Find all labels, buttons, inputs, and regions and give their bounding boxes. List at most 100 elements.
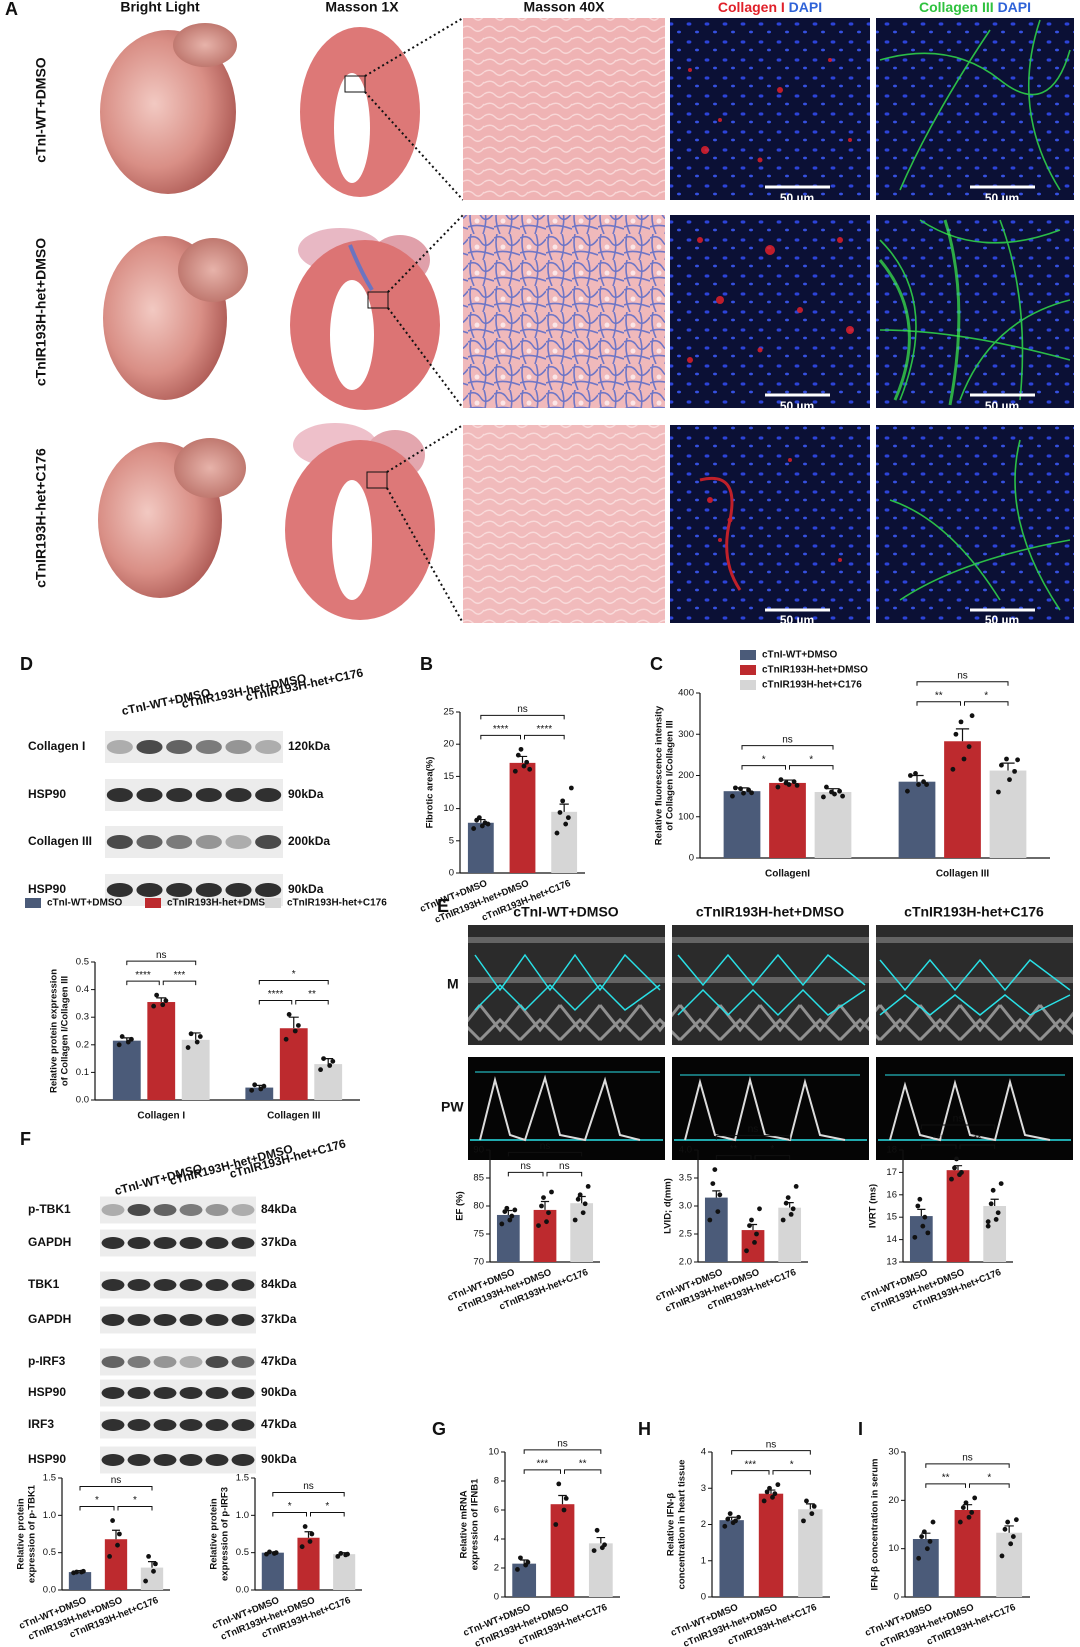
data-point bbox=[958, 719, 964, 725]
significance-bracket bbox=[295, 999, 329, 1005]
significance-bracket bbox=[731, 1470, 770, 1475]
y-tick-label: 70 bbox=[473, 1257, 484, 1268]
y-tick-label: 1.5 bbox=[43, 1473, 56, 1484]
significance-label: **** bbox=[135, 970, 151, 981]
data-point bbox=[959, 1170, 964, 1175]
y-tick-label: 2 bbox=[701, 1519, 706, 1530]
data-point bbox=[809, 1511, 815, 1517]
bar bbox=[496, 1214, 520, 1262]
y-axis-label: Relative fluorescence intensity bbox=[654, 705, 665, 845]
blot-band bbox=[153, 1314, 177, 1326]
y-axis-label: IFN-β concentration in serum bbox=[870, 1459, 881, 1591]
blot-band bbox=[136, 739, 163, 755]
column-header: cTnIR193H-het+DMSO bbox=[696, 904, 844, 920]
significance-label: * bbox=[133, 1495, 137, 1506]
scale-bar bbox=[765, 185, 1035, 612]
blot-size-label: 84kDa bbox=[261, 1202, 297, 1216]
data-point bbox=[1005, 1519, 1011, 1525]
y-axis-label: expression of p-IRF3 bbox=[220, 1487, 231, 1581]
y-tick-label: 8 bbox=[494, 1476, 499, 1487]
collagen-iii-image bbox=[878, 219, 961, 406]
blot-strip bbox=[105, 826, 283, 858]
echo-labels: E cTnI-WT+DMSO cTnIR193H-het+DMSO cTnIR1… bbox=[437, 896, 1044, 1115]
y-axis-label: LVID; d(mm) bbox=[663, 1178, 674, 1234]
echo-images bbox=[479, 1074, 1051, 1142]
significance-label: ns bbox=[766, 1439, 777, 1450]
data-point bbox=[990, 1187, 996, 1193]
panel-a-labels: A Bright Light Masson 1X Masson 40X Coll… bbox=[5, 0, 1031, 627]
data-point bbox=[249, 1087, 255, 1093]
data-point bbox=[913, 771, 918, 776]
blot-band bbox=[106, 739, 133, 755]
significance-bracket bbox=[79, 1506, 115, 1511]
data-point bbox=[811, 1503, 817, 1509]
significance-bracket bbox=[741, 745, 834, 750]
data-point bbox=[515, 1567, 520, 1572]
y-tick-label: 1.5 bbox=[236, 1473, 249, 1484]
y-tick-label: 2.5 bbox=[679, 1229, 692, 1240]
data-point bbox=[969, 1510, 975, 1515]
blot-strip bbox=[100, 1411, 256, 1439]
significance-label: ns bbox=[748, 1124, 759, 1135]
column-header: cTnIR193H-het+C176 bbox=[904, 904, 1044, 920]
y-tick-label: 18 bbox=[886, 1145, 897, 1156]
blot-band bbox=[179, 1314, 203, 1326]
data-point bbox=[197, 1034, 203, 1039]
blot-band bbox=[179, 1204, 203, 1216]
collagen-iii-image bbox=[879, 19, 1071, 611]
collagen-i-image bbox=[688, 68, 692, 72]
masson-section bbox=[334, 73, 370, 183]
blot-band bbox=[106, 787, 133, 803]
legend-swatch bbox=[145, 898, 161, 908]
collagen-i-image bbox=[687, 357, 693, 363]
bar-chart: G 0 2 4 6 8 10 Relative mRNA expression of IFNB1… bbox=[432, 1419, 620, 1647]
data-point bbox=[785, 1195, 791, 1200]
data-point bbox=[512, 768, 518, 774]
data-point bbox=[772, 1491, 778, 1497]
error-bar bbox=[156, 997, 167, 1003]
data-point bbox=[985, 1223, 991, 1229]
data-point bbox=[744, 1248, 749, 1254]
data-point bbox=[908, 773, 913, 778]
blot-band bbox=[166, 834, 193, 850]
bar bbox=[898, 781, 936, 858]
error-bar bbox=[559, 803, 569, 812]
blot-strip bbox=[100, 1446, 256, 1474]
data-point bbox=[499, 1221, 505, 1227]
y-axis-label: Relative protein expression bbox=[49, 969, 60, 1093]
data-point bbox=[119, 1034, 125, 1039]
legend-label: cTnIR193H-het+DMSO bbox=[762, 665, 868, 676]
blot-band bbox=[205, 1419, 229, 1431]
y-tick-label: 0 bbox=[894, 1592, 899, 1603]
data-point bbox=[725, 1516, 731, 1522]
blot-band bbox=[255, 882, 282, 898]
y-tick-label: 300 bbox=[678, 729, 694, 740]
blot-size-label: 84kDa bbox=[261, 1277, 297, 1291]
data-point bbox=[916, 1555, 922, 1561]
data-point bbox=[295, 1023, 301, 1028]
data-point bbox=[507, 1217, 513, 1223]
legend-swatch bbox=[740, 680, 756, 690]
bar bbox=[512, 1563, 537, 1597]
data-point bbox=[563, 1496, 569, 1501]
blot-band bbox=[153, 1356, 177, 1368]
data-point bbox=[966, 1514, 972, 1520]
blot-band bbox=[166, 882, 193, 898]
blot-band bbox=[101, 1387, 125, 1399]
collagen-iii-image bbox=[876, 18, 1074, 200]
data-point bbox=[920, 1223, 926, 1229]
collagen-i-image bbox=[687, 58, 854, 562]
significance-bracket bbox=[715, 1155, 752, 1160]
heart-photo bbox=[103, 236, 248, 400]
panel-label: E bbox=[437, 896, 449, 916]
y-tick-label: 85 bbox=[473, 1173, 484, 1184]
significance-label: ns bbox=[953, 1114, 964, 1125]
blot-band bbox=[127, 1279, 151, 1291]
scale-bar-label: 50 µm bbox=[780, 399, 814, 413]
bar bbox=[954, 1510, 981, 1597]
data-point bbox=[116, 1042, 122, 1048]
collagen-iii-image bbox=[879, 49, 1071, 96]
data-point bbox=[539, 1203, 544, 1209]
data-point bbox=[518, 746, 524, 752]
collagen-iii-image bbox=[1027, 19, 1061, 191]
